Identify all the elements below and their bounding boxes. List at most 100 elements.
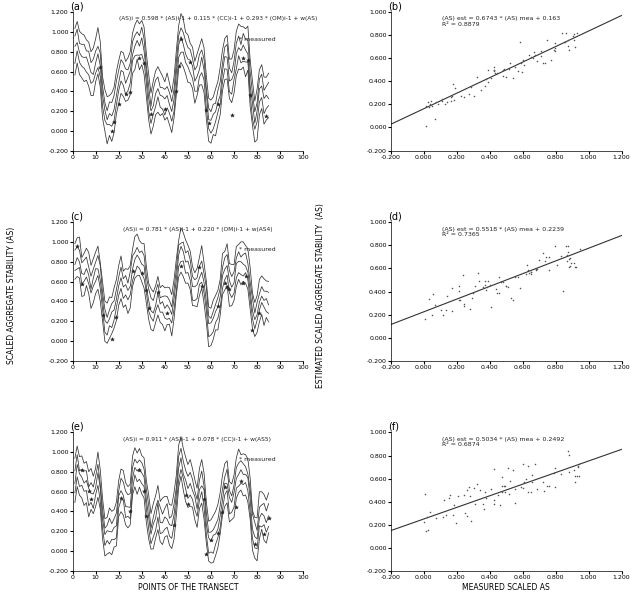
Point <box>562 250 572 260</box>
Point <box>437 97 447 106</box>
Point <box>441 510 451 520</box>
Point <box>504 489 514 499</box>
Point <box>521 474 531 484</box>
Point <box>199 494 209 504</box>
Point <box>95 62 105 72</box>
Text: (AS)i = 0.781 * (AS)i-1 + 0.220 * (OM)i-1 + w(AS4): (AS)i = 0.781 * (AS)i-1 + 0.220 * (OM)i-… <box>123 226 273 231</box>
Point <box>134 54 144 63</box>
Point <box>556 252 566 261</box>
Point <box>524 50 534 60</box>
Point <box>521 269 531 279</box>
Point <box>141 511 151 521</box>
Point <box>497 486 507 496</box>
Point <box>486 74 496 84</box>
Point <box>471 479 481 489</box>
Point <box>516 58 526 68</box>
Point <box>220 482 230 492</box>
Point <box>565 261 575 271</box>
Point <box>427 97 437 106</box>
Point <box>442 291 452 301</box>
Point <box>72 240 82 250</box>
Point <box>428 290 438 300</box>
Point <box>425 507 435 517</box>
Text: (AS) est = 0.5518 * (AS) mea + 0.2239
R² = 0.7365: (AS) est = 0.5518 * (AS) mea + 0.2239 R²… <box>442 226 563 237</box>
Point <box>454 295 464 305</box>
Point <box>519 477 529 487</box>
Point <box>227 110 237 120</box>
Point <box>423 102 433 112</box>
Point <box>440 305 451 315</box>
Point <box>222 282 232 292</box>
Point <box>540 58 550 68</box>
Point <box>489 464 499 474</box>
Point <box>444 493 454 503</box>
X-axis label: POINTS OF THE TRANSECT: POINTS OF THE TRANSECT <box>138 582 238 592</box>
Point <box>421 101 431 111</box>
Point <box>542 482 552 491</box>
Point <box>107 334 117 344</box>
Point <box>531 264 541 274</box>
Point <box>528 54 538 63</box>
Point <box>422 512 432 522</box>
Point <box>454 285 464 295</box>
Point <box>424 294 434 304</box>
Point <box>469 483 480 493</box>
Text: (e): (e) <box>70 422 84 432</box>
Point <box>523 265 533 275</box>
Point <box>447 283 457 293</box>
Point <box>508 73 518 82</box>
Point <box>121 89 131 98</box>
Point <box>512 272 522 282</box>
Point <box>465 304 475 314</box>
Point <box>438 512 448 522</box>
Point <box>454 295 464 305</box>
Point <box>550 46 560 55</box>
Point <box>146 109 156 119</box>
Point <box>464 491 475 501</box>
Point <box>483 66 493 76</box>
Point <box>107 126 117 136</box>
Point <box>476 85 486 95</box>
Point <box>464 89 474 99</box>
Point <box>185 57 195 67</box>
Point <box>114 99 124 109</box>
Point <box>487 484 497 494</box>
Point <box>542 35 552 45</box>
Point <box>236 476 246 486</box>
Point <box>197 282 207 292</box>
Point <box>539 486 549 496</box>
Point <box>538 248 548 258</box>
Point <box>561 241 571 251</box>
Point <box>201 549 211 559</box>
Point <box>501 280 511 290</box>
Point <box>218 507 228 517</box>
Point <box>570 477 580 486</box>
Point <box>431 97 441 107</box>
Point <box>493 490 503 500</box>
Point <box>563 446 573 456</box>
Point <box>515 37 525 47</box>
Point <box>556 469 566 479</box>
Point <box>531 57 541 66</box>
Point <box>505 58 515 68</box>
Point <box>574 471 584 481</box>
Text: (AS)i = 0.598 * (AS)i-1 + 0.115 * (CC)i-1 + 0.293 * (OM)i-1 + w(AS): (AS)i = 0.598 * (AS)i-1 + 0.115 * (CC)i-… <box>119 17 317 22</box>
Point <box>516 482 526 492</box>
Point <box>540 256 550 266</box>
Point <box>247 325 257 335</box>
Point <box>456 92 466 101</box>
Point <box>423 526 433 536</box>
Point <box>466 82 476 92</box>
Point <box>563 247 573 257</box>
Text: (AS) est = 0.5034 * (AS) mea + 0.2492
R² = 0.6874: (AS) est = 0.5034 * (AS) mea + 0.2492 R²… <box>442 437 564 448</box>
Point <box>562 256 572 266</box>
Point <box>459 93 469 103</box>
Point <box>480 280 490 290</box>
Point <box>116 493 126 503</box>
Point <box>500 481 510 491</box>
Point <box>489 494 499 504</box>
Point <box>490 68 500 78</box>
Point <box>432 514 442 523</box>
Point <box>421 526 431 536</box>
Point <box>497 481 507 491</box>
